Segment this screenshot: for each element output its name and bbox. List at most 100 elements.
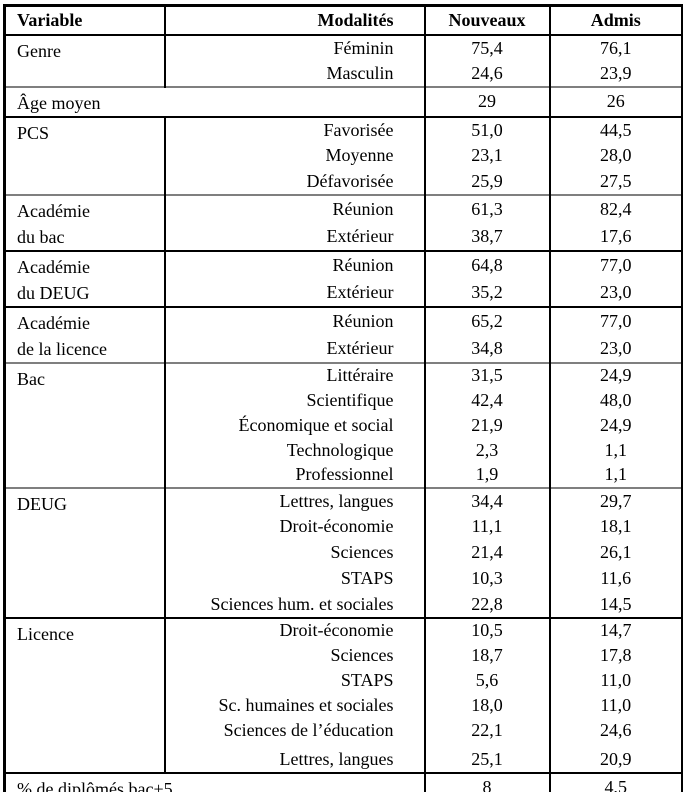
admis-value-cell: 24,6 <box>548 717 683 743</box>
modality-cell: Réunion <box>163 249 425 279</box>
admis-value-cell: 1,1 <box>548 437 683 463</box>
admis-value-cell: 23,0 <box>548 278 683 307</box>
admis-value-cell: 44,5 <box>548 115 683 143</box>
table-row: % de diplômés bac+5 8 4,5 <box>4 771 683 792</box>
nouveaux-value-cell: 61,3 <box>423 193 550 223</box>
variable-cell: Académie du DEUG <box>4 249 165 307</box>
modality-cell: Droit-économie <box>163 616 425 643</box>
nouveaux-value-cell: 2,3 <box>423 437 550 463</box>
modality-cell: Réunion <box>163 305 425 335</box>
nouveaux-value-cell: 25,9 <box>423 168 550 195</box>
admis-value-cell: 11,0 <box>548 667 683 693</box>
table-row: Genre Féminin 75,4 76,1 <box>4 33 683 87</box>
admis-value-cell: 48,0 <box>548 387 683 413</box>
modality-cell: Féminin <box>163 33 425 61</box>
table-body: Genre Féminin 75,4 76,1 Masculin 24,6 23,9 Âge … <box>4 33 683 792</box>
variable-cell: Genre <box>4 33 165 87</box>
modality-cell: Économique et social <box>163 412 425 438</box>
modality-cell: Extérieur <box>163 334 425 363</box>
nouveaux-value-cell: 18,7 <box>423 642 550 668</box>
modality-cell: Sciences de l’éducation <box>163 717 425 743</box>
modality-cell: STAPS <box>163 565 425 592</box>
table-row: STAPS 10,3 11,6 <box>5 565 683 592</box>
admis-value-cell: 4,5 <box>548 771 683 792</box>
admis-value-cell: 17,8 <box>548 642 683 668</box>
admis-value-cell: 11,6 <box>548 565 683 592</box>
modality-cell: Moyenne <box>163 142 425 169</box>
table-row: Sc. humaines et sociales 18,0 11,0 <box>5 692 683 718</box>
table-row: Bac Littéraire 31,5 24,9 <box>4 361 683 488</box>
table-row: Défavorisée 25,9 27,5 <box>5 168 683 195</box>
nouveaux-value-cell: 31,5 <box>423 361 550 388</box>
admis-value-cell: 26,1 <box>548 539 683 566</box>
nouveaux-value-cell: 21,9 <box>423 412 550 438</box>
table-row: Droit-économie 11,1 18,1 <box>5 513 683 540</box>
table-row: Sciences hum. et sociales 22,8 14,5 <box>5 591 683 618</box>
modality-cell: Droit-économie <box>163 513 425 540</box>
admis-value-cell: 18,1 <box>548 513 683 540</box>
admis-value-cell: 28,0 <box>548 142 683 169</box>
nouveaux-value-cell: 10,3 <box>423 565 550 592</box>
nouveaux-value-cell: 75,4 <box>423 33 550 61</box>
variable-cell: PCS <box>4 115 165 195</box>
admis-value-cell: 82,4 <box>548 193 683 223</box>
admis-value-cell: 27,5 <box>548 168 683 195</box>
col-header-modalites: Modalités <box>163 5 425 36</box>
modality-cell: Extérieur <box>163 278 425 307</box>
nouveaux-value-cell: 51,0 <box>423 115 550 143</box>
nouveaux-value-cell: 10,5 <box>423 616 550 643</box>
modality-cell: Scientifique <box>163 387 425 413</box>
nouveaux-value-cell: 34,8 <box>423 334 550 363</box>
table-row: Technologique 2,3 1,1 <box>5 437 683 463</box>
modality-cell: Lettres, langues <box>163 742 425 773</box>
modality-cell: Masculin <box>163 60 425 87</box>
table-row: Âge moyen 29 26 <box>4 85 683 117</box>
nouveaux-value-cell: 11,1 <box>423 513 550 540</box>
table-row: Extérieur 34,8 23,0 <box>5 334 683 363</box>
table-row: PCS Favorisée 51,0 44,5 <box>4 115 683 195</box>
modality-cell: Professionnel <box>163 462 425 488</box>
modality-cell: Défavorisée <box>163 168 425 195</box>
admis-value-cell: 76,1 <box>548 33 683 61</box>
table-row: DEUG Lettres, langues 34,4 29,7 <box>4 486 683 618</box>
nouveaux-value-cell: 34,4 <box>423 486 550 514</box>
nouveaux-value-cell: 22,1 <box>423 717 550 743</box>
variable-cell: Académie de la licence <box>4 305 165 363</box>
nouveaux-value-cell: 38,7 <box>423 222 550 251</box>
admis-value-cell: 14,7 <box>548 616 683 643</box>
modality-cell: Favorisée <box>163 115 425 143</box>
variable-cell: Bac <box>4 361 165 488</box>
variable-cell: DEUG <box>4 486 165 618</box>
header-row: Variable Modalités Nouveaux Admis <box>4 5 683 36</box>
nouveaux-value-cell: 1,9 <box>423 462 550 488</box>
table-row: Sciences 21,4 26,1 <box>5 539 683 566</box>
admis-value-cell: 20,9 <box>548 742 683 773</box>
modality-cell: Sciences hum. et sociales <box>163 591 425 618</box>
table-row: Économique et social 21,9 24,9 <box>5 412 683 438</box>
variable-cell: Âge moyen <box>4 85 425 117</box>
nouveaux-value-cell: 23,1 <box>423 142 550 169</box>
nouveaux-value-cell: 21,4 <box>423 539 550 566</box>
modality-cell: STAPS <box>163 667 425 693</box>
modality-cell: Littéraire <box>163 361 425 388</box>
admis-value-cell: 26 <box>548 85 683 117</box>
modality-cell: Sciences <box>163 642 425 668</box>
modality-cell: Extérieur <box>163 222 425 251</box>
table-row: STAPS 5,6 11,0 <box>5 667 683 693</box>
nouveaux-value-cell: 25,1 <box>423 742 550 773</box>
nouveaux-value-cell: 35,2 <box>423 278 550 307</box>
admis-value-cell: 77,0 <box>548 305 683 335</box>
col-header-nouveaux: Nouveaux <box>423 5 550 36</box>
modality-cell: Sciences <box>163 539 425 566</box>
table-row: Sciences 18,7 17,8 <box>5 642 683 668</box>
statistics-table: Variable Modalités Nouveaux Admis Genre F… <box>3 4 683 792</box>
nouveaux-value-cell: 29 <box>423 85 550 117</box>
table-row: Licence Droit-économie 10,5 14,7 <box>4 616 683 773</box>
admis-value-cell: 11,0 <box>548 692 683 718</box>
table-row: Extérieur 38,7 17,6 <box>5 222 683 251</box>
col-header-variable: Variable <box>4 5 165 36</box>
table-row: Extérieur 35,2 23,0 <box>5 278 683 307</box>
nouveaux-value-cell: 24,6 <box>423 60 550 87</box>
table-row: Académie de la licence Réunion 65,2 77,0 <box>4 305 683 363</box>
